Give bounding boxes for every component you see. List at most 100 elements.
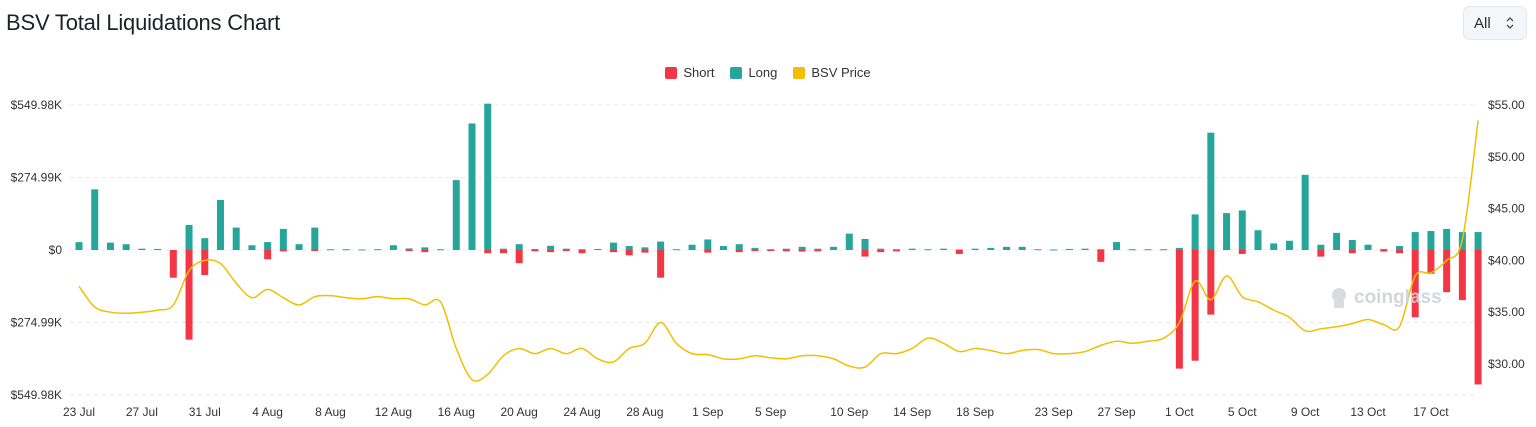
long-bar bbox=[1018, 246, 1026, 250]
long-bar bbox=[342, 249, 350, 251]
long-bar bbox=[499, 248, 507, 250]
y-right-tick-label: $45.00 bbox=[1488, 202, 1525, 216]
long-bar bbox=[1411, 232, 1419, 250]
y-right-tick-label: $55.00 bbox=[1488, 98, 1525, 112]
long-bar bbox=[1317, 244, 1325, 250]
long-bar bbox=[279, 228, 287, 250]
long-bar bbox=[1160, 249, 1168, 251]
long-bar bbox=[452, 180, 460, 250]
legend-item-long[interactable]: Long bbox=[730, 65, 777, 80]
short-bar bbox=[657, 250, 665, 278]
long-bar bbox=[735, 244, 743, 250]
long-bar bbox=[468, 123, 476, 250]
short-bar bbox=[1380, 250, 1388, 252]
long-bar bbox=[374, 249, 382, 251]
short-bar bbox=[1097, 250, 1105, 262]
x-tick-label: 4 Aug bbox=[252, 405, 283, 419]
long-bar bbox=[122, 244, 130, 250]
x-tick-label: 5 Oct bbox=[1228, 405, 1257, 419]
x-tick-label: 27 Jul bbox=[126, 405, 158, 419]
short-bar bbox=[1317, 250, 1325, 257]
long-bar bbox=[672, 249, 680, 251]
long-bar bbox=[1097, 249, 1105, 251]
short-bar bbox=[782, 250, 790, 252]
x-tick-label: 31 Jul bbox=[189, 405, 221, 419]
short-bar bbox=[1238, 250, 1246, 254]
short-bar bbox=[264, 250, 272, 260]
y-left-tick-label: $274.99K bbox=[11, 316, 62, 330]
long-bar bbox=[201, 238, 209, 250]
long-bar bbox=[327, 249, 335, 251]
x-tick-label: 17 Oct bbox=[1413, 405, 1449, 419]
page-title: BSV Total Liquidations Chart bbox=[6, 10, 281, 35]
short-bar bbox=[578, 250, 586, 254]
legend-item-price[interactable]: BSV Price bbox=[793, 65, 871, 80]
long-bar bbox=[1207, 132, 1215, 250]
long-bar bbox=[720, 246, 728, 250]
long-bar bbox=[1144, 249, 1152, 251]
long-bar bbox=[940, 248, 948, 250]
long-bar bbox=[531, 248, 539, 250]
long-bar bbox=[688, 244, 696, 250]
short-bar bbox=[185, 250, 193, 340]
legend-item-short[interactable]: Short bbox=[665, 65, 714, 80]
long-bar bbox=[405, 248, 413, 250]
coinglass-watermark: coinglass bbox=[1328, 286, 1442, 310]
short-bar bbox=[1175, 250, 1183, 369]
long-bar bbox=[484, 103, 492, 250]
short-bar bbox=[499, 250, 507, 254]
long-bar bbox=[830, 246, 838, 250]
long-bar bbox=[547, 245, 555, 250]
short-bar bbox=[1348, 250, 1356, 254]
short-bar bbox=[1443, 250, 1451, 293]
short-bar bbox=[798, 250, 806, 252]
long-bar bbox=[908, 248, 916, 250]
short-bar bbox=[1427, 250, 1435, 274]
watermark-text: coinglass bbox=[1354, 287, 1442, 308]
x-tick-label: 23 Sep bbox=[1035, 405, 1073, 419]
long-bar bbox=[955, 249, 963, 251]
long-bar bbox=[1238, 210, 1246, 250]
long-bar bbox=[421, 247, 429, 250]
x-tick-label: 12 Aug bbox=[375, 405, 412, 419]
long-bar bbox=[1128, 249, 1136, 251]
long-bar bbox=[767, 249, 775, 251]
x-tick-label: 18 Sep bbox=[956, 405, 994, 419]
long-bar bbox=[782, 248, 790, 250]
long-bar bbox=[704, 239, 712, 250]
time-range-select[interactable]: All bbox=[1463, 6, 1527, 40]
long-bar bbox=[1285, 240, 1293, 250]
legend-label-short: Short bbox=[683, 65, 715, 80]
long-bar bbox=[138, 248, 146, 250]
long-bar bbox=[987, 247, 995, 250]
long-bar bbox=[845, 233, 853, 250]
short-bar bbox=[751, 250, 759, 252]
short-bar bbox=[892, 250, 900, 252]
long-bar bbox=[248, 245, 256, 250]
long-bar bbox=[185, 224, 193, 250]
long-bar bbox=[1175, 247, 1183, 250]
long-bar bbox=[389, 245, 397, 250]
long-bar bbox=[311, 227, 319, 250]
long-bar bbox=[154, 248, 162, 250]
short-bar bbox=[531, 250, 539, 252]
long-bar bbox=[216, 199, 224, 250]
x-tick-label: 9 Oct bbox=[1291, 405, 1320, 419]
y-right-tick-label: $35.00 bbox=[1488, 305, 1525, 319]
coinglass-logo-icon bbox=[1332, 288, 1346, 308]
long-bar bbox=[1002, 246, 1010, 250]
long-bar bbox=[861, 238, 869, 250]
time-range-value: All bbox=[1474, 14, 1491, 32]
long-bar bbox=[798, 246, 806, 250]
long-bar bbox=[1364, 244, 1372, 250]
legend-swatch-short bbox=[665, 66, 678, 79]
chevron-updown-icon bbox=[1506, 17, 1514, 29]
x-tick-label: 1 Sep bbox=[692, 405, 724, 419]
short-bar bbox=[515, 250, 523, 264]
long-bar bbox=[924, 249, 932, 251]
short-bar bbox=[955, 250, 963, 254]
long-bar bbox=[1050, 249, 1058, 251]
long-bar bbox=[106, 242, 114, 250]
long-bar bbox=[1191, 214, 1199, 250]
long-bar bbox=[515, 244, 523, 250]
